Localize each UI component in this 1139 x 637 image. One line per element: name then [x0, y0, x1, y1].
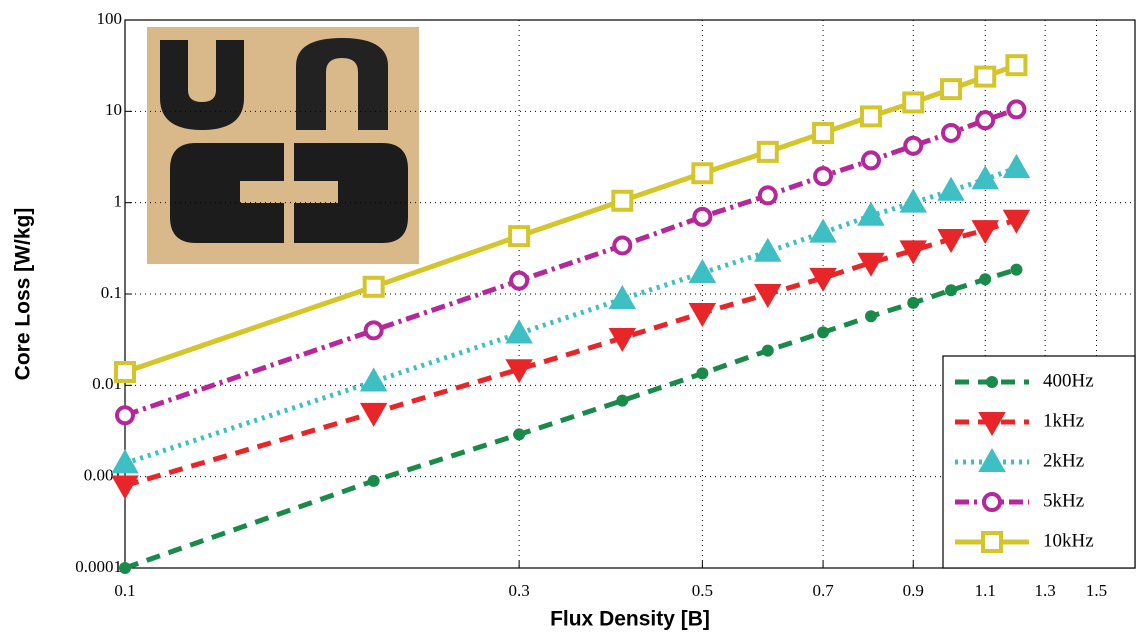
data-point — [688, 258, 717, 283]
data-point — [111, 449, 139, 474]
data-point — [813, 166, 834, 187]
core-piece — [294, 143, 408, 243]
data-point — [857, 201, 885, 226]
x-tick-label: 1.1 — [975, 581, 996, 600]
legend-marker — [978, 447, 1006, 472]
data-point — [899, 188, 927, 213]
data-point — [505, 319, 533, 344]
y-tick-label: 1 — [114, 192, 123, 211]
data-point — [809, 218, 837, 243]
data-point — [756, 140, 779, 163]
y-tick-label: 10 — [105, 100, 122, 119]
data-point — [612, 235, 633, 256]
x-tick-label: 0.7 — [812, 581, 834, 600]
data-point — [937, 229, 965, 254]
y-tick-label: 100 — [97, 9, 123, 28]
data-point — [754, 237, 782, 262]
y-tick-label: 0.1 — [101, 283, 122, 302]
series-line — [124, 217, 1018, 488]
data-point — [508, 225, 531, 248]
data-point — [860, 150, 881, 171]
data-point — [907, 296, 920, 309]
data-point — [111, 475, 139, 500]
y-tick-label: 0.0001 — [75, 557, 122, 576]
data-point — [367, 474, 380, 487]
data-point — [754, 284, 782, 309]
x-tick-label: 1.3 — [1035, 581, 1056, 600]
x-tick-label: 0.5 — [692, 581, 713, 600]
series-line — [124, 165, 1018, 466]
core-piece — [296, 38, 388, 130]
data-point — [899, 240, 927, 265]
data-point — [114, 360, 136, 383]
data-point — [1010, 263, 1023, 276]
data-point — [940, 78, 963, 101]
data-point — [941, 122, 962, 143]
data-point — [757, 185, 778, 206]
data-point — [696, 367, 709, 380]
data-point — [608, 327, 637, 352]
photo-inset — [147, 27, 419, 264]
data-point — [608, 285, 637, 310]
legend-marker — [982, 492, 1002, 512]
x-tick-label: 1.5 — [1086, 581, 1107, 600]
data-point — [505, 359, 533, 384]
y-tick-label: 0.001 — [84, 466, 122, 485]
data-point — [509, 270, 530, 291]
data-point — [937, 176, 965, 201]
legend-label: 1kHz — [1043, 410, 1084, 431]
data-point — [359, 402, 388, 427]
data-point — [1005, 54, 1028, 77]
data-point — [611, 189, 634, 212]
data-point — [812, 121, 835, 144]
data-point — [513, 428, 526, 441]
x-tick-label: 0.3 — [508, 581, 529, 600]
legend-marker — [986, 376, 998, 388]
data-point — [903, 135, 924, 156]
data-point — [971, 220, 999, 245]
x-tick-label: 0.1 — [114, 581, 135, 600]
data-point — [971, 165, 999, 190]
data-point — [616, 394, 629, 407]
data-point — [761, 344, 774, 357]
data-point — [974, 65, 997, 88]
data-point — [688, 302, 717, 327]
plot-frame — [124, 19, 1136, 569]
data-point — [1002, 153, 1031, 178]
data-point — [363, 320, 384, 341]
legend-marker — [981, 531, 1003, 553]
data-point — [1006, 99, 1027, 120]
core-piece — [170, 143, 284, 243]
data-point — [857, 252, 885, 277]
legend-label: 5kHz — [1043, 490, 1084, 511]
core-piece — [160, 40, 244, 130]
legend-marker — [978, 412, 1006, 437]
data-point — [115, 405, 135, 426]
data-point — [979, 273, 992, 286]
y-axis-label: Core Loss [W/kg] — [12, 208, 35, 381]
legend-label: 2kHz — [1043, 450, 1084, 471]
data-point — [859, 105, 882, 128]
legend-label: 10kHz — [1043, 530, 1094, 551]
series-line — [124, 267, 1018, 571]
data-point — [817, 326, 830, 339]
data-point — [119, 562, 131, 574]
data-point — [691, 162, 714, 185]
data-point — [902, 91, 925, 114]
data-point — [362, 275, 385, 298]
x-tick-label: 0.9 — [903, 581, 924, 600]
legend-box — [942, 355, 1136, 569]
data-point — [359, 367, 388, 392]
legend-label: 400Hz — [1043, 370, 1094, 391]
series-line — [124, 107, 1018, 418]
data-point — [809, 267, 837, 292]
x-axis-label: Flux Density [B] — [550, 608, 710, 631]
data-point — [692, 206, 713, 227]
data-point — [864, 310, 877, 323]
data-point — [975, 110, 996, 131]
data-point — [945, 284, 958, 297]
data-point — [1002, 209, 1031, 234]
